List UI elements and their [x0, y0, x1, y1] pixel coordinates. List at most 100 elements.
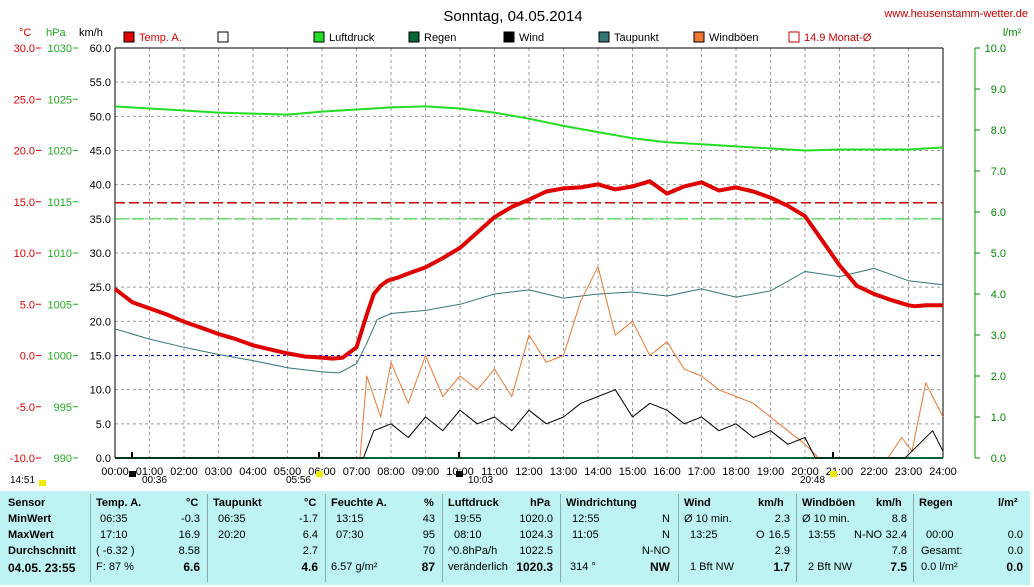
- x-tick-label: 05:00: [274, 466, 302, 478]
- x-tick-label: 04:00: [239, 466, 267, 478]
- gust-unit: km/h: [876, 497, 902, 509]
- y-tick-label-pressure: 1030: [48, 43, 72, 55]
- humidity-current: 87: [421, 560, 435, 574]
- wind-avg: 2.9: [774, 545, 790, 557]
- legend-swatch: [217, 31, 229, 43]
- series-line-temp-a-: [113, 179, 943, 361]
- wind-current: 1.7: [773, 560, 790, 574]
- x-tick-label: 13:00: [550, 466, 578, 478]
- rain-total-label: Gesamt:: [921, 545, 963, 557]
- pressure-current: 1020.3: [516, 560, 553, 574]
- legend-swatch: [123, 31, 135, 43]
- temp-max-time: 17:10: [100, 529, 128, 541]
- wind-direction-degrees: 314 °: [570, 561, 596, 573]
- y-tick-label-speed: 40.0: [90, 180, 111, 192]
- marker-flag-icon: [129, 471, 136, 477]
- rain-foot-left: 0.0 l/m²: [921, 561, 958, 573]
- x-tick-label: 00:00: [101, 466, 129, 478]
- wind-min: 2.3: [774, 513, 790, 525]
- marker-flag-icon: [316, 471, 323, 477]
- dew-min-time: 06:35: [218, 513, 246, 525]
- pressure-foot-left: veränderlich: [448, 561, 508, 573]
- marker-flag-icon: [456, 471, 463, 477]
- legend-label: Wind: [519, 32, 544, 44]
- x-tick-label: 21:00: [826, 466, 854, 478]
- row-label-min: MinWert: [8, 513, 52, 525]
- humidity-foot-left: 6.57 g/m²: [331, 561, 378, 573]
- pressure-min-time: 19:55: [454, 513, 482, 525]
- y-tick-label-speed: 20.0: [90, 316, 111, 328]
- x-tick-label: 24:00: [929, 466, 957, 478]
- gust-max: 32.4: [885, 529, 907, 541]
- y-tick-label-temp: 30.0: [14, 43, 35, 55]
- x-tick-label: 17:00: [688, 466, 716, 478]
- y-tick-label-rain: 4.0: [991, 289, 1006, 301]
- gust-current: 7.5: [890, 560, 907, 574]
- pressure-trend: ^0.8hPa/h: [448, 545, 498, 557]
- temp-current: 6.6: [183, 560, 200, 574]
- wind-max: 16.5: [768, 529, 790, 541]
- temp-max: 16.9: [178, 529, 200, 541]
- chart-legend: Temp. A. Luftdruck Regen Wind Taupunkt Windbö…: [123, 31, 872, 44]
- y-tick-label-rain: 7.0: [991, 166, 1006, 178]
- y-tick-label-temp: 0.0: [20, 351, 35, 363]
- y-tick-label-pressure: 990: [54, 453, 72, 465]
- pressure-unit: hPa: [530, 497, 551, 509]
- y-tick-label-speed: 25.0: [90, 282, 111, 294]
- rain-unit: l/m²: [998, 497, 1018, 509]
- weather-chart: Sonntag, 04.05.2014 www.heusenstamm-wett…: [10, 8, 1028, 486]
- y-tick-label-speed: 55.0: [90, 77, 111, 89]
- gust-avg: 7.8: [891, 545, 907, 557]
- gust-min-label: Ø 10 min.: [802, 513, 850, 525]
- chart-grid: [115, 48, 943, 458]
- wind-direction-max-time: 11:05: [572, 529, 599, 541]
- series-line-wind: [115, 389, 944, 459]
- speed-unit-label: km/h: [79, 27, 103, 39]
- y-tick-label-pressure: 1015: [48, 197, 72, 209]
- x-tick-label: 14:00: [584, 466, 612, 478]
- website-label: www.heusenstamm-wetter.de: [883, 8, 1028, 20]
- humidity-min-time: 13:15: [336, 513, 364, 525]
- y-tick-label-pressure: 1020: [48, 146, 72, 158]
- pressure-unit-label: hPa: [46, 27, 66, 39]
- y-tick-label-rain: 6.0: [991, 207, 1006, 219]
- x-tick-label: 01:00: [136, 466, 164, 478]
- dew-avg: 2.7: [302, 545, 318, 557]
- rain-unit-label: l/m²: [1003, 27, 1022, 39]
- x-tick-label: 16:00: [653, 466, 681, 478]
- y-tick-label-temp: 5.0: [20, 299, 35, 311]
- x-tick-label: 18:00: [722, 466, 750, 478]
- wind-direction-avg: N-NO: [641, 545, 670, 557]
- column-separator: [913, 494, 914, 582]
- y-tick-label-pressure: 1025: [48, 94, 72, 106]
- column-separator: [325, 494, 326, 582]
- legend-swatch: [693, 31, 705, 43]
- marker-flag-icon: [830, 471, 837, 477]
- legend-label: Windböen: [709, 32, 759, 44]
- rain-max: 0.0: [1007, 529, 1023, 541]
- dew-max: 6.4: [302, 529, 318, 541]
- legend-label: Luftdruck: [329, 32, 375, 44]
- dew-header: Taupunkt: [213, 497, 262, 509]
- x-tick-label: 09:00: [412, 466, 440, 478]
- y-tick-label-temp: 15.0: [14, 197, 35, 209]
- dew-current: 4.6: [301, 560, 318, 574]
- y-tick-label-rain: 9.0: [991, 84, 1006, 96]
- rain-header: Regen: [919, 497, 953, 509]
- y-tick-label-speed: 60.0: [90, 43, 111, 55]
- y-tick-label-speed: 30.0: [90, 248, 111, 260]
- rain-current: 0.0: [1006, 560, 1023, 574]
- legend-swatch: [788, 31, 800, 43]
- y-tick-label-temp: -5.0: [16, 402, 35, 414]
- y-tick-label-temp: 20.0: [14, 146, 35, 158]
- y-tick-label-rain: 3.0: [991, 330, 1006, 342]
- row-label-sensor: Sensor: [8, 497, 46, 509]
- y-tick-label-speed: 0.0: [96, 453, 111, 465]
- y-tick-label-rain: 2.0: [991, 371, 1006, 383]
- y-tick-label-speed: 5.0: [96, 419, 111, 431]
- temp-unit: °C: [186, 497, 199, 509]
- wind-unit: km/h: [758, 497, 784, 509]
- pressure-max: 1024.3: [519, 529, 553, 541]
- y-tick-label-speed: 45.0: [90, 146, 111, 158]
- legend-swatch: [313, 31, 325, 43]
